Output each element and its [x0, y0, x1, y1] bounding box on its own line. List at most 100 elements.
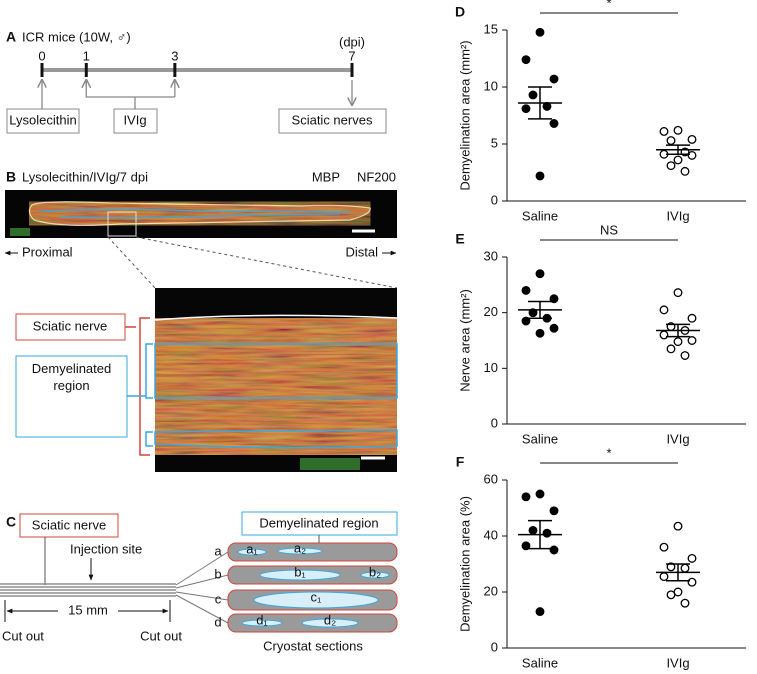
data-point — [521, 55, 531, 65]
data-point — [659, 542, 669, 552]
data-point — [673, 521, 683, 531]
box-label: IVIg — [123, 112, 146, 127]
lesion — [360, 571, 390, 579]
bracket — [125, 317, 150, 456]
day-label: 0 — [38, 48, 45, 63]
legend-label: Demyelinated region — [31, 361, 112, 393]
y-tick-label: 15 — [484, 21, 498, 36]
nerve-label: Sciatic nerve — [32, 517, 106, 532]
x-tick-label: Saline — [522, 431, 558, 446]
data-point — [680, 166, 690, 176]
data-point — [687, 134, 697, 144]
legend-box — [15, 313, 126, 341]
significance-label: * — [606, 0, 611, 10]
lesion-label: b₂ — [369, 564, 381, 579]
legend-box — [15, 355, 128, 438]
region-outline — [59, 213, 341, 219]
data-point — [521, 541, 531, 551]
texture — [155, 318, 397, 455]
day-label: 7 — [348, 48, 355, 63]
lesion — [237, 548, 267, 556]
stain-label: NF200 — [357, 169, 396, 184]
data-point — [549, 323, 559, 333]
panel-label: D — [455, 4, 465, 20]
data-point — [535, 27, 545, 37]
data-point — [659, 572, 669, 582]
lesion-label: c₁ — [311, 589, 323, 604]
data-point — [535, 607, 545, 617]
data-point — [521, 285, 531, 295]
y-axis-label: Demyelination area (mm²) — [457, 40, 472, 190]
y-tick-label: 10 — [484, 360, 498, 375]
direction-label: Distal — [345, 244, 378, 259]
lesion-label: a₁ — [246, 541, 258, 556]
data-point — [659, 127, 669, 136]
y-tick-label: 5 — [491, 135, 498, 150]
charts: D 0 5 10 15 Demyelination area (mm²) Saline IVI… — [455, 0, 746, 670]
significance-label: * — [606, 445, 611, 460]
unit-label: (dpi) — [339, 34, 365, 49]
box — [278, 108, 387, 134]
timeline: 0 1 3 7 Lysolecithin IVIg Sciatic nerves — [6, 48, 387, 134]
panel-label: B — [6, 169, 16, 185]
lesion-label: a₂ — [294, 540, 306, 555]
data-point — [521, 316, 531, 326]
zoom-box — [107, 211, 137, 237]
lesion — [277, 547, 323, 555]
region-outline — [154, 343, 398, 399]
y-axis-label: Demyelination area (%) — [457, 496, 472, 632]
fan-lines — [175, 551, 229, 624]
x-tick-label: Saline — [522, 208, 558, 223]
data-point — [680, 598, 690, 608]
region-label: Demyelinated region — [259, 515, 378, 530]
data-point — [542, 528, 552, 538]
lesion — [241, 619, 283, 627]
data-point — [528, 308, 538, 318]
box — [6, 108, 80, 134]
data-point — [535, 328, 545, 338]
data-point — [549, 74, 559, 84]
data-point — [666, 344, 676, 354]
data-point — [666, 590, 676, 600]
tissue — [10, 228, 30, 236]
y-tick-label: 0 — [491, 639, 498, 654]
lesion — [301, 618, 359, 628]
data-point — [549, 545, 559, 555]
panel-title: Lysolecithin/IVIg/7 dpi — [22, 169, 148, 184]
lesion — [259, 569, 341, 581]
panel-label: A — [6, 29, 16, 45]
injection-label: Injection site — [70, 541, 142, 556]
data-point — [549, 294, 559, 304]
lesion-label: d₂ — [324, 612, 336, 627]
panel-label: F — [456, 454, 465, 470]
data-point — [666, 136, 676, 146]
data-point — [659, 305, 669, 315]
significance-label: NS — [600, 222, 618, 237]
data-point — [659, 330, 669, 340]
data-point — [687, 577, 697, 587]
y-tick-label: 40 — [484, 527, 498, 542]
data-point — [673, 155, 683, 165]
data-point — [535, 269, 545, 279]
cut-label: Cut out — [2, 628, 44, 643]
lesion-label: d₁ — [256, 612, 268, 627]
row-label: c — [215, 591, 222, 606]
texture — [29, 201, 371, 226]
x-tick-label: IVIg — [666, 208, 689, 223]
y-tick-label: 0 — [491, 415, 498, 430]
bracket — [127, 343, 153, 447]
y-axis-label: Nerve area (mm²) — [457, 289, 472, 392]
lesion-label: b₁ — [294, 564, 306, 579]
box — [113, 108, 158, 134]
data-point — [535, 489, 545, 499]
stain-label: MBP — [312, 169, 340, 184]
y-tick-label: 20 — [484, 304, 498, 319]
legend-label: Sciatic nerve — [33, 318, 107, 333]
nerve-border — [154, 314, 398, 321]
data-point — [535, 171, 545, 181]
panel-title: ICR mice (10W, ♂) — [22, 29, 131, 44]
panel-label: E — [455, 231, 464, 247]
data-point — [528, 525, 538, 535]
